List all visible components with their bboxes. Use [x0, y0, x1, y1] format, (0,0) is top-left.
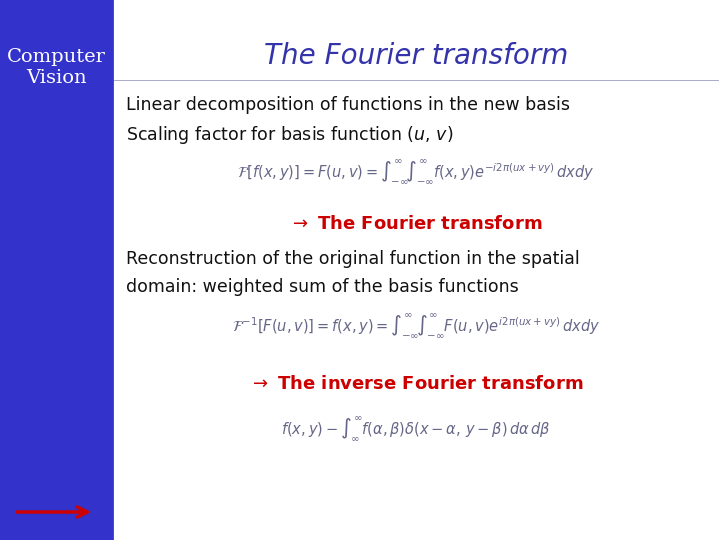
Text: Scaling factor for basis function ($u$, $v$): Scaling factor for basis function ($u$, … — [126, 124, 454, 146]
Text: $f(x,y) - \int_{\infty}^{\infty} f(\alpha,\beta)\delta(x-\alpha,\,y-\beta)\,d\al: $f(x,y) - \int_{\infty}^{\infty} f(\alph… — [281, 415, 551, 443]
Text: domain: weighted sum of the basis functions: domain: weighted sum of the basis functi… — [126, 278, 518, 296]
Text: $\mathcal{F}[f(x,y)] = F(u,v) = \int_{-\infty}^{\infty}\!\int_{-\infty}^{\infty}: $\mathcal{F}[f(x,y)] = F(u,v) = \int_{-\… — [237, 158, 595, 186]
Text: The Fourier transform: The Fourier transform — [264, 42, 568, 70]
Text: $\rightarrow$ The Fourier transform: $\rightarrow$ The Fourier transform — [289, 215, 543, 233]
Text: Linear decomposition of functions in the new basis: Linear decomposition of functions in the… — [126, 96, 570, 114]
Text: Computer
Vision: Computer Vision — [6, 48, 105, 87]
Text: $\rightarrow$ The inverse Fourier transform: $\rightarrow$ The inverse Fourier transf… — [249, 375, 583, 393]
Text: Reconstruction of the original function in the spatial: Reconstruction of the original function … — [126, 250, 580, 268]
Bar — [0, 0, 112, 540]
Text: $\mathcal{F}^{-1}[F(u,v)] = f(x,y) = \int_{-\infty}^{\infty}\!\int_{-\infty}^{\i: $\mathcal{F}^{-1}[F(u,v)] = f(x,y) = \in… — [232, 312, 600, 340]
